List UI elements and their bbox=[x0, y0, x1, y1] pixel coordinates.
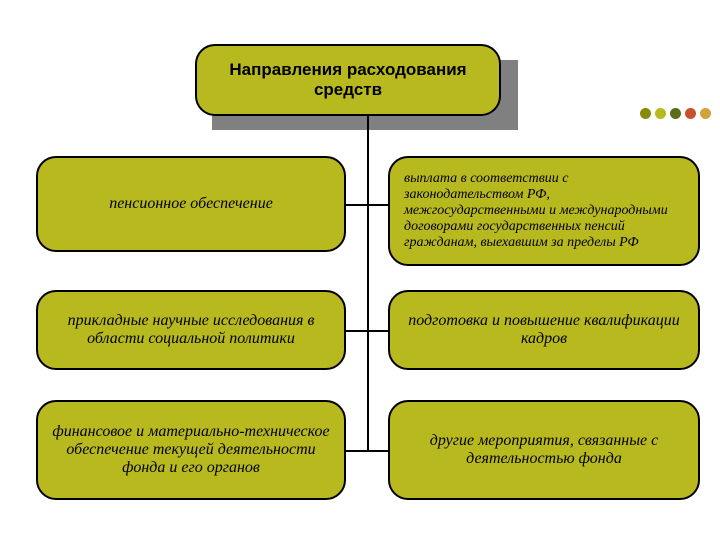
title-node: Направления расходования средств bbox=[195, 44, 501, 116]
node-left-2-text: прикладные научные исследования в област… bbox=[52, 312, 330, 348]
node-right-1: выплата в соответствии с законодательств… bbox=[388, 156, 700, 266]
node-right-2: подготовка и повышение квалификации кадр… bbox=[388, 290, 700, 370]
dot-1 bbox=[640, 108, 651, 119]
node-left-2: прикладные научные исследования в област… bbox=[36, 290, 346, 370]
dot-3 bbox=[670, 108, 681, 119]
title-text: Направления расходования средств bbox=[211, 60, 485, 100]
node-left-1: пенсионное обеспечение bbox=[36, 156, 346, 252]
decorative-dots bbox=[640, 108, 711, 119]
dot-2 bbox=[655, 108, 666, 119]
node-right-3: другие мероприятия, связанные с деятельн… bbox=[388, 400, 700, 500]
dot-4 bbox=[685, 108, 696, 119]
dot-5 bbox=[700, 108, 711, 119]
node-left-1-text: пенсионное обеспечение bbox=[109, 195, 273, 213]
node-left-3: финансовое и материально-техническое обе… bbox=[36, 400, 346, 500]
node-right-1-text: выплата в соответствии с законодательств… bbox=[404, 171, 684, 251]
node-right-3-text: другие мероприятия, связанные с деятельн… bbox=[404, 432, 684, 468]
node-left-3-text: финансовое и материально-техническое обе… bbox=[52, 423, 330, 477]
node-right-2-text: подготовка и повышение квалификации кадр… bbox=[404, 312, 684, 348]
